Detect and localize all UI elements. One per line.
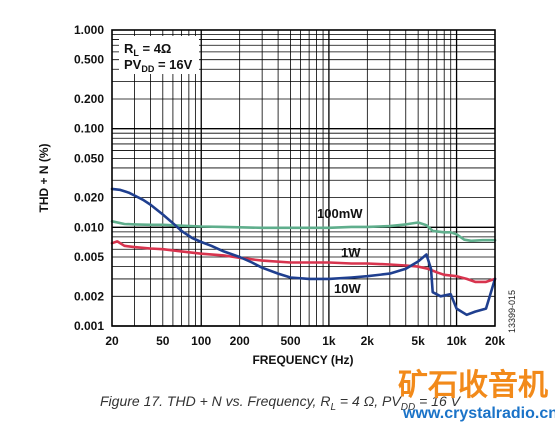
y-tick-label: 0.010 [74,220,104,234]
major-grid [112,30,495,327]
x-tick-label: 20 [105,334,119,348]
series-1w-line [110,240,497,284]
y-tick-label: 0.050 [74,151,104,165]
figure-caption: Figure 17. THD + N vs. Frequency, RL = 4… [100,393,462,413]
x-axis-title: FREQUENCY (Hz) [252,353,353,367]
y-tick-label: 0.200 [74,92,104,106]
series-100mw-line [110,220,497,243]
label-10w: 10W [334,281,361,296]
y-tick-label: 0.500 [74,53,104,67]
x-tick-label: 50 [156,334,170,348]
plot-frame [111,29,496,327]
y-tick-label: 0.001 [74,319,104,333]
y-tick-label: 0.100 [74,122,104,136]
x-tick-label: 5k [411,334,425,348]
x-tick-label: 200 [230,334,250,348]
figure-id: 13399-015 [507,290,517,333]
series-layer [110,187,497,317]
x-tick-label: 1k [322,334,336,348]
minor-grid [111,30,496,326]
y-axis-title: THD + N (%) [37,143,51,212]
x-tick-label: 2k [361,334,375,348]
condition-pvdd: PVDD = 16V [124,57,193,74]
watermark-url: www.crystalradio.cn [402,405,555,422]
x-tick-labels: 20 50 100 200 500 1k 2k 5k 10k 20k [105,334,505,348]
series-10w-line [110,187,497,317]
x-tick-label: 20k [485,334,505,348]
x-tick-label: 100 [191,334,211,348]
x-tick-label: 500 [280,334,300,348]
y-tick-label: 0.005 [74,250,104,264]
y-tick-label: 0.020 [74,191,104,205]
y-tick-labels: 1.000 0.500 0.200 0.100 0.050 0.020 0.010 0.005… [74,23,104,333]
condition-rl: RL = 4Ω [124,41,171,58]
label-100mw: 100mW [317,206,363,221]
watermark-logo-text: 矿石收音机 [398,368,548,403]
y-tick-label: 0.002 [74,289,104,303]
conditions-box: RL = 4Ω PVDD = 16V [119,36,199,74]
y-tick-label: 1.000 [74,23,104,37]
x-tick-label: 10k [447,334,467,348]
label-1w: 1W [341,245,361,260]
